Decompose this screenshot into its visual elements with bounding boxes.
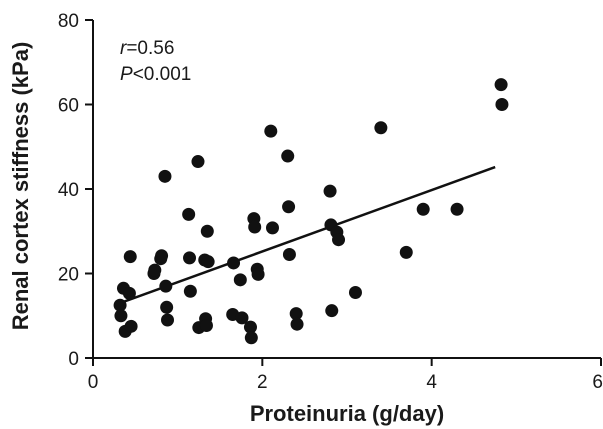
data-point <box>325 304 339 318</box>
data-point <box>233 273 247 287</box>
data-point <box>122 286 136 300</box>
data-point <box>235 311 249 325</box>
x-tick-label: 0 <box>88 372 99 393</box>
data-point <box>201 255 215 269</box>
correlation-symbol: r <box>120 38 127 59</box>
data-point <box>494 78 508 92</box>
x-tick-label: 6 <box>592 372 603 393</box>
data-point <box>199 318 213 332</box>
y-tick-label: 20 <box>58 265 79 286</box>
correlation-annotation: r=0.56 <box>120 38 174 59</box>
data-point <box>114 309 128 323</box>
data-point <box>282 247 296 261</box>
y-tick-label: 80 <box>58 11 79 32</box>
data-point <box>248 220 262 234</box>
plot-area <box>113 78 509 345</box>
data-point <box>265 221 279 235</box>
data-point <box>264 124 278 138</box>
data-point <box>416 202 430 216</box>
data-point <box>281 149 295 163</box>
x-tick-label: 4 <box>426 372 437 393</box>
data-point <box>399 245 413 259</box>
data-point <box>374 121 388 135</box>
data-point <box>323 184 337 198</box>
data-point <box>243 320 257 334</box>
data-point <box>290 317 304 331</box>
data-point <box>289 307 303 321</box>
y-tick-label: 40 <box>58 180 79 201</box>
data-point <box>183 251 197 265</box>
p-symbol: P <box>120 64 133 85</box>
data-point <box>244 331 258 345</box>
ticks: 0 20 40 60 80 0 2 4 6 <box>58 11 603 393</box>
data-point <box>182 207 196 221</box>
y-tick-label: 60 <box>58 96 79 117</box>
data-point <box>113 298 127 312</box>
data-point <box>348 286 362 300</box>
data-point <box>251 267 265 281</box>
data-point <box>161 313 175 327</box>
data-point <box>227 256 241 270</box>
regression-line <box>119 165 496 305</box>
data-point <box>159 279 173 293</box>
data-point <box>200 224 214 238</box>
data-point <box>191 155 205 169</box>
data-point <box>183 284 197 298</box>
x-axis-title: Proteinuria (g/day) <box>250 401 444 426</box>
data-point <box>123 250 137 264</box>
correlation-value: =0.56 <box>126 38 174 59</box>
data-point <box>282 200 296 214</box>
data-point <box>160 300 174 314</box>
p-value: <0.001 <box>133 64 192 85</box>
data-point <box>155 249 169 263</box>
data-point <box>124 319 138 333</box>
y-tick-label: 0 <box>68 349 79 370</box>
p-value-annotation: P<0.001 <box>120 64 191 85</box>
x-tick-label: 2 <box>257 372 268 393</box>
data-point <box>450 202 464 216</box>
data-point <box>495 98 509 111</box>
data-point <box>148 263 162 277</box>
data-point <box>158 169 172 183</box>
data-point <box>332 233 346 247</box>
y-axis-title: Renal cortex stiffness (kPa) <box>8 42 33 331</box>
